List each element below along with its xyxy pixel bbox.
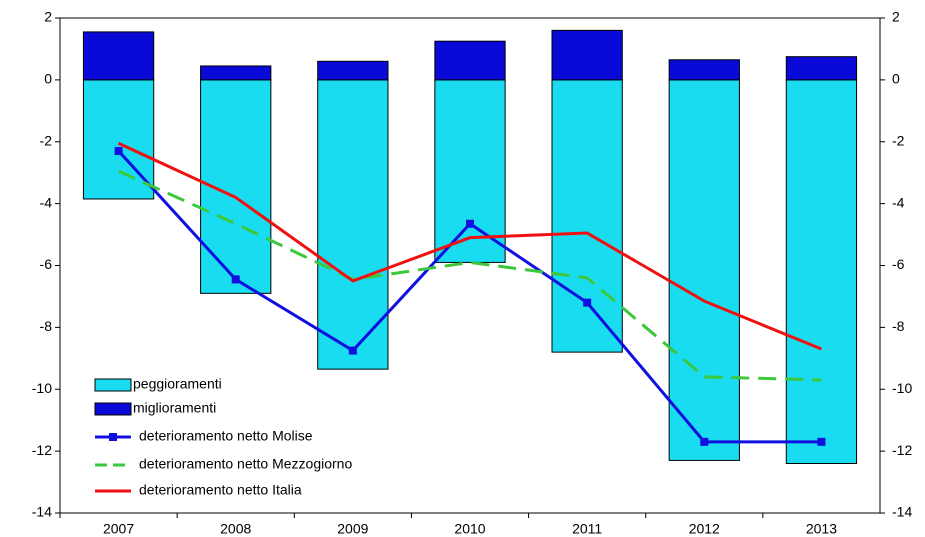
y2-tick-label: -12 xyxy=(892,442,912,458)
x-tick-label: 2010 xyxy=(454,521,485,537)
x-tick-label: 2009 xyxy=(337,521,368,537)
bar xyxy=(317,79,389,370)
x-tick-label: 2012 xyxy=(689,521,720,537)
y-tick-label: -12 xyxy=(32,442,52,458)
y2-tick-label: -14 xyxy=(892,504,912,520)
line xyxy=(117,169,822,382)
y2-tick-label: -10 xyxy=(892,380,912,396)
x-tick-label: 2008 xyxy=(220,521,251,537)
marker xyxy=(466,219,474,228)
bar xyxy=(434,40,506,81)
bar xyxy=(551,29,623,81)
y-tick-label: -4 xyxy=(40,194,53,210)
y2-tick-label: 0 xyxy=(892,71,900,87)
marker xyxy=(114,147,123,156)
line xyxy=(117,141,822,351)
y-tick-label: -8 xyxy=(40,318,53,334)
y-tick-label: -10 xyxy=(32,380,52,396)
bar xyxy=(200,65,272,81)
legend-swatch xyxy=(94,402,132,416)
y-tick-label: 2 xyxy=(44,9,52,25)
bar xyxy=(317,60,389,81)
x-tick-label: 2011 xyxy=(572,521,602,537)
bar xyxy=(668,59,740,81)
y-tick-label: -14 xyxy=(32,504,52,520)
legend-label: peggioramenti xyxy=(133,376,222,392)
bar xyxy=(434,79,506,263)
marker xyxy=(348,346,357,355)
legend-label: deterioramento netto Molise xyxy=(139,428,313,444)
y2-tick-label: -8 xyxy=(892,318,905,334)
y2-tick-label: -4 xyxy=(892,194,905,210)
legend-marker xyxy=(109,433,117,441)
y-tick-label: 0 xyxy=(44,71,52,87)
bar xyxy=(82,79,155,200)
bar xyxy=(668,79,740,461)
y2-tick-label: -2 xyxy=(892,132,905,148)
x-tick-label: 2013 xyxy=(806,521,837,537)
plot-frame xyxy=(59,17,881,514)
y-tick-label: -6 xyxy=(40,256,53,272)
legend-label: deterioramento netto Italia xyxy=(139,482,302,498)
marker xyxy=(700,437,709,446)
marker xyxy=(231,275,240,284)
y2-tick-label: -6 xyxy=(892,256,905,272)
legend-label: deterioramento netto Mezzogiorno xyxy=(139,456,352,472)
y-tick-label: -2 xyxy=(40,132,53,148)
x-tick-label: 2007 xyxy=(103,521,134,537)
y2-tick-label: 2 xyxy=(892,9,900,25)
bar xyxy=(785,56,858,81)
marker xyxy=(817,437,826,446)
bar xyxy=(551,79,623,353)
legend-swatch xyxy=(94,378,132,392)
marker xyxy=(583,298,592,307)
legend-label: miglioramenti xyxy=(133,400,216,416)
bar xyxy=(82,31,155,81)
bar xyxy=(785,79,858,464)
